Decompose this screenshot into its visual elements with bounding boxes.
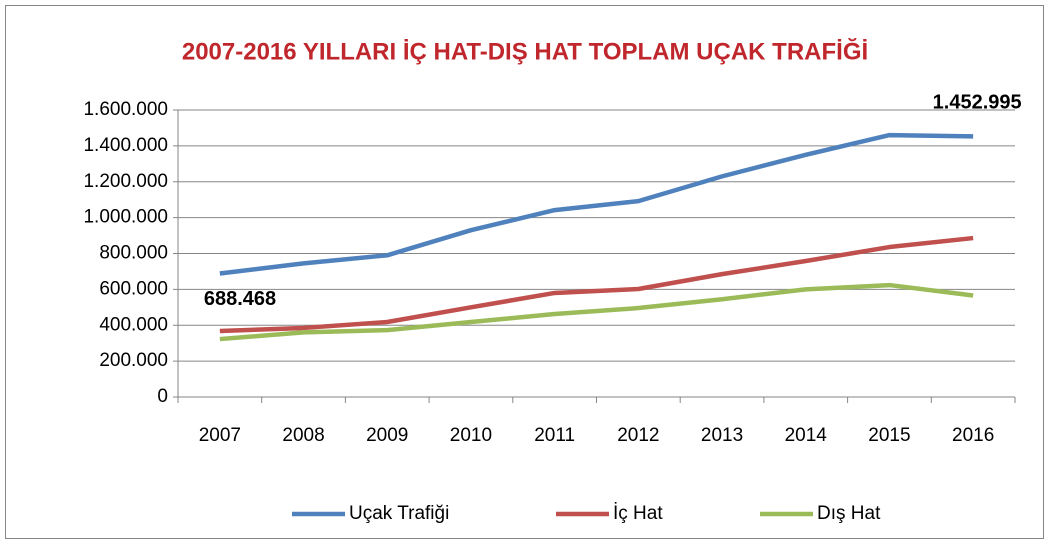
y-tick-label: 1.400.000 [83, 135, 168, 156]
x-tick-label: 2016 [952, 425, 994, 446]
data-label: 688.468 [204, 288, 276, 310]
y-tick-label: 600.000 [99, 278, 168, 299]
series-line [219, 132, 974, 276]
x-tick-label: 2007 [199, 425, 241, 446]
x-tick-label: 2008 [282, 425, 324, 446]
x-tick-label: 2012 [617, 425, 659, 446]
series-line [219, 235, 974, 334]
chart-border [5, 5, 1044, 539]
x-tick-label: 2014 [785, 425, 828, 446]
y-tick-label: 800.000 [99, 243, 168, 264]
x-tick-label: 2013 [701, 425, 743, 446]
y-tick-label: 1.200.000 [83, 171, 168, 192]
y-tick-label: 0 [157, 386, 168, 407]
y-tick-label: 1.600.000 [83, 99, 168, 120]
legend-label: Dış Hat [817, 503, 881, 524]
y-tick-label: 1.000.000 [83, 207, 168, 228]
chart-title: 2007-2016 YILLARI İÇ HAT-DIŞ HAT TOPLAM … [182, 37, 868, 65]
y-tick-label: 400.000 [99, 314, 168, 335]
legend-label: Uçak Trafiği [349, 503, 449, 524]
y-tick-label: 200.000 [99, 350, 168, 371]
legend-label: İç Hat [613, 503, 663, 524]
data-label: 1.452.995 [933, 92, 1022, 114]
x-tick-label: 2011 [534, 425, 575, 446]
x-tick-label: 2015 [868, 425, 910, 446]
x-tick-label: 2010 [450, 425, 492, 446]
x-tick-label: 2009 [366, 425, 408, 446]
series-line [219, 282, 974, 342]
